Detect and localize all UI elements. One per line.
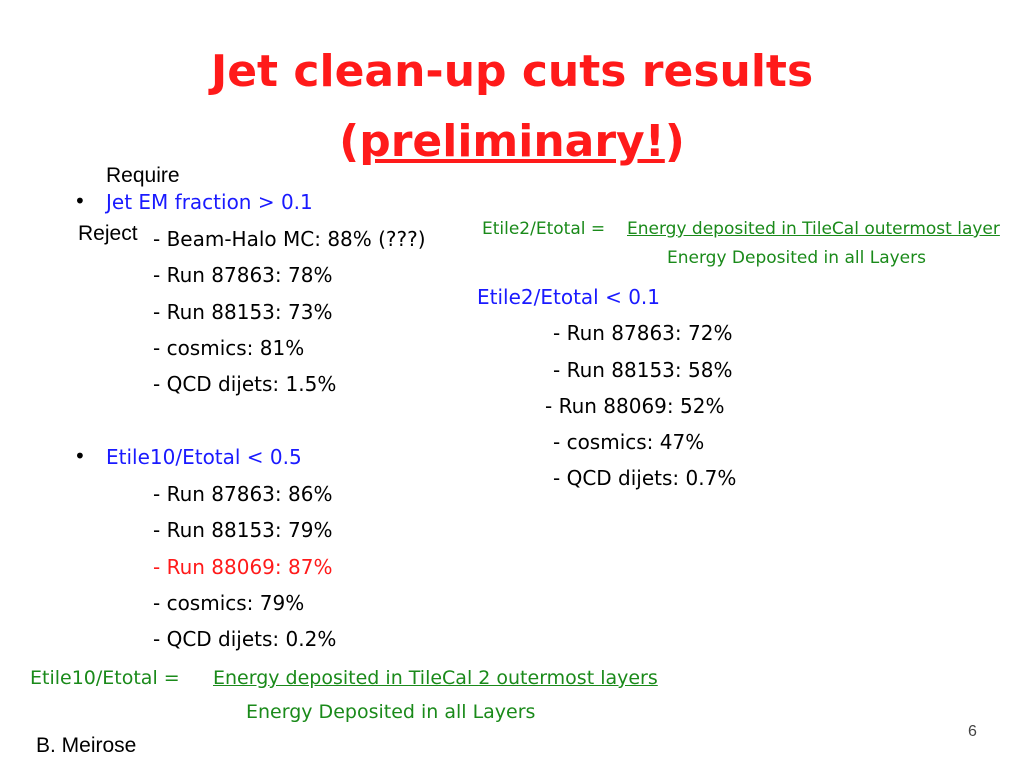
title-preliminary: preliminary! <box>359 116 665 167</box>
slide-subtitle: (preliminary!) <box>0 116 1024 167</box>
title-line-1: Jet clean-up cuts results <box>210 46 814 97</box>
cut2-item-highlighted: - Run 88069: 87% <box>153 555 333 579</box>
right-cut-item: - cosmics: 47% <box>553 430 705 454</box>
right-cut-item: - Run 88153: 58% <box>553 358 733 382</box>
cut1-item: - cosmics: 81% <box>153 336 305 360</box>
cut1-item: - Run 87863: 78% <box>153 263 333 287</box>
cut2-heading: Etile10/Etotal < 0.5 <box>106 445 302 469</box>
right-formula-denominator: Energy Deposited in all Layers <box>667 248 926 268</box>
right-formula-numerator: Energy deposited in TileCal outermost la… <box>627 219 1000 239</box>
cut2-item: - Run 88153: 79% <box>153 518 333 542</box>
right-cut-heading: Etile2/Etotal < 0.1 <box>477 285 661 309</box>
cut1-item: - QCD dijets: 1.5% <box>153 372 337 396</box>
reject-label: Reject <box>78 222 138 245</box>
title-paren-open: ( <box>339 116 360 167</box>
page-number: 6 <box>968 723 977 740</box>
right-cut-item: - Run 88069: 52% <box>545 394 725 418</box>
cut2-item: - QCD dijets: 0.2% <box>153 627 337 651</box>
right-cut-item: - QCD dijets: 0.7% <box>553 466 737 490</box>
left-formula-numerator: Energy deposited in TileCal 2 outermost … <box>213 667 658 689</box>
require-label: Require <box>106 164 180 187</box>
left-formula-lhs: Etile10/Etotal = <box>30 667 180 689</box>
title-paren-close: ) <box>664 116 685 167</box>
cut2-item: - Run 87863: 86% <box>153 482 333 506</box>
bullet-icon: • <box>74 444 86 468</box>
right-cut-item: - Run 87863: 72% <box>553 321 733 345</box>
bullet-icon: • <box>74 189 86 213</box>
left-formula-denominator: Energy Deposited in all Layers <box>246 701 536 723</box>
cut1-item: - Beam-Halo MC: 88% (???) <box>153 227 426 251</box>
author-name: B. Meirose <box>36 734 137 757</box>
cut1-item: - Run 88153: 73% <box>153 300 333 324</box>
right-formula-lhs: Etile2/Etotal = <box>482 219 606 239</box>
cut2-item: - cosmics: 79% <box>153 591 305 615</box>
cut1-heading: Jet EM fraction > 0.1 <box>106 190 313 214</box>
slide-title: Jet clean-up cuts results <box>0 46 1024 97</box>
